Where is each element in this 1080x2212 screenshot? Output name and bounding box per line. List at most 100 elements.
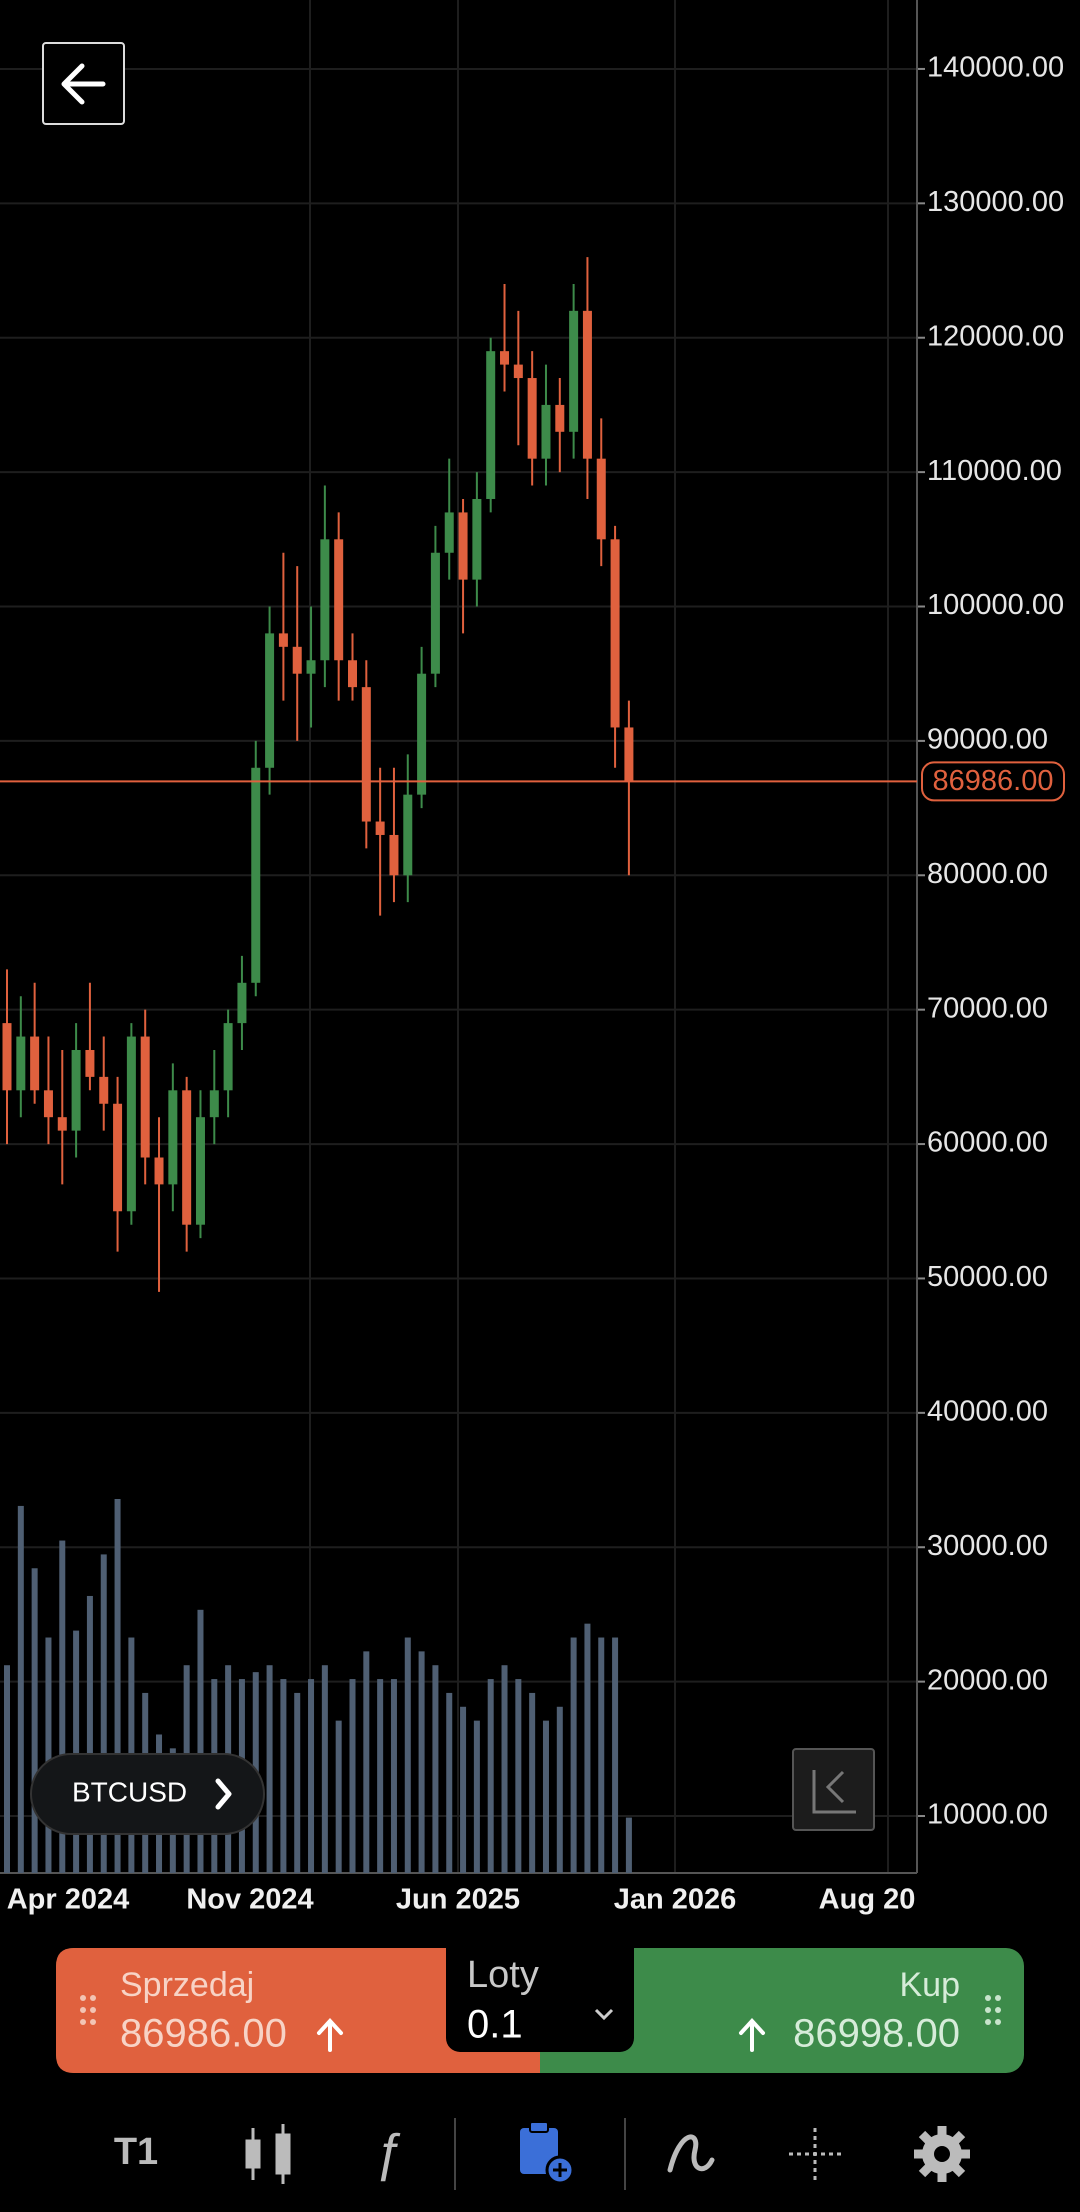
y-tick-label: 50000.00: [927, 1261, 1048, 1293]
candle-body: [389, 834, 399, 876]
candle-body: [500, 351, 510, 365]
volume-bar: [487, 1679, 494, 1873]
crosshair-button[interactable]: [789, 2128, 841, 2180]
scroll-to-end-button[interactable]: [792, 1748, 875, 1831]
volume-bar: [432, 1665, 439, 1873]
candle-body: [195, 1117, 205, 1225]
candle-body: [113, 1103, 123, 1212]
x-tick-label: Jan 2026: [614, 1884, 737, 1916]
candle-body: [361, 687, 371, 822]
candle-body: [610, 539, 620, 728]
symbol-button[interactable]: BTCUSD: [30, 1753, 265, 1835]
volume-bar: [308, 1679, 315, 1873]
lots-selector[interactable]: [446, 1948, 634, 2052]
y-tick-label: 100000.00: [927, 589, 1064, 621]
sell-grip: [80, 1995, 96, 2025]
y-tick-label: 10000.00: [927, 1799, 1048, 1831]
candle-body: [320, 539, 330, 661]
candle-body: [348, 660, 357, 688]
buy-label: Kup: [900, 1966, 961, 2004]
y-tick-label: 120000.00: [927, 320, 1064, 352]
volume-bar: [31, 1568, 38, 1873]
buy-price: 86998.00: [793, 2012, 960, 2056]
drawing-button[interactable]: [667, 2134, 715, 2173]
candle-body: [30, 1036, 40, 1091]
candle-body: [417, 673, 427, 795]
candle-body: [251, 767, 261, 983]
candle-body: [278, 633, 288, 647]
candle-body: [472, 498, 482, 580]
candle-body: [624, 727, 634, 782]
candle-body: [265, 633, 275, 768]
sell-button[interactable]: [56, 1948, 540, 2073]
candle-body: [209, 1090, 219, 1118]
volume-bar: [446, 1692, 453, 1873]
buy-grip: [985, 1995, 1001, 2025]
candle-body: [403, 794, 413, 876]
x-tick-label: Apr 2024: [7, 1884, 130, 1916]
volume-bar: [377, 1679, 384, 1873]
volume-bar: [114, 1499, 121, 1873]
volume-bar: [501, 1665, 508, 1873]
volume-bar: [4, 1665, 10, 1873]
candle-body: [458, 512, 468, 580]
x-tick-label: Jun 2025: [396, 1884, 520, 1916]
volume-bar: [321, 1665, 328, 1873]
candle-body: [541, 404, 551, 459]
candle-body: [334, 539, 344, 661]
volume-bar: [612, 1637, 619, 1873]
toolbar: T1 ƒ: [114, 2118, 970, 2190]
lots-value: 0.1: [467, 2003, 523, 2047]
volume-bar: [570, 1637, 577, 1873]
volume-bar: [473, 1720, 480, 1873]
timeframe-button[interactable]: T1: [114, 2131, 158, 2173]
y-tick-label: 70000.00: [927, 992, 1048, 1024]
y-tick-label: 40000.00: [927, 1396, 1048, 1428]
candle-body: [513, 364, 523, 379]
candle-body: [57, 1117, 67, 1131]
volume-bar: [584, 1623, 591, 1873]
orders-button[interactable]: [520, 2121, 575, 2185]
candle-body: [154, 1157, 164, 1185]
candle-body: [237, 982, 247, 1024]
volume-bar: [625, 1817, 632, 1873]
y-tick-label: 30000.00: [927, 1530, 1048, 1562]
candle-body: [527, 378, 537, 459]
y-tick-label: 60000.00: [927, 1127, 1048, 1159]
candle-body: [43, 1090, 53, 1118]
volume-bar: [294, 1692, 301, 1873]
x-tick-label: Aug 20: [819, 1884, 916, 1916]
volume-bar: [197, 1609, 204, 1873]
settings-button[interactable]: [914, 2126, 970, 2182]
indicators-button[interactable]: ƒ: [374, 2124, 403, 2182]
volume-bar: [529, 1692, 536, 1873]
candle-body: [85, 1049, 95, 1077]
y-tick-label: 20000.00: [927, 1664, 1048, 1696]
volume-bar: [363, 1651, 370, 1873]
candle-body: [596, 458, 606, 540]
volume-bar: [73, 1630, 80, 1873]
candle-body: [306, 660, 316, 674]
candle-body: [569, 310, 579, 432]
sell-price: 86986.00: [120, 2012, 287, 2056]
chart: Apr 2024 Nov 2024 Jun 2025 Jan 2026 Aug 20 14…: [0, 0, 1065, 1916]
candle-body: [2, 1023, 12, 1091]
volume-bar: [280, 1679, 287, 1873]
y-tick-label: 140000.00: [927, 52, 1064, 84]
chart-type-button[interactable]: [245, 2124, 291, 2184]
y-tick-label: 90000.00: [927, 724, 1048, 756]
back-button[interactable]: [42, 42, 125, 125]
lots-label: Loty: [467, 1954, 539, 1996]
volume-bar: [86, 1595, 93, 1873]
volume-bar: [515, 1679, 522, 1873]
volume-bar: [390, 1679, 397, 1873]
candle-body: [430, 552, 440, 674]
candle-body: [71, 1049, 81, 1131]
candle-body: [375, 821, 385, 835]
y-tick-label: 110000.00: [927, 455, 1062, 487]
volume-bar: [45, 1637, 52, 1873]
y-tick-label: 80000.00: [927, 858, 1048, 890]
candle-body: [444, 512, 454, 553]
